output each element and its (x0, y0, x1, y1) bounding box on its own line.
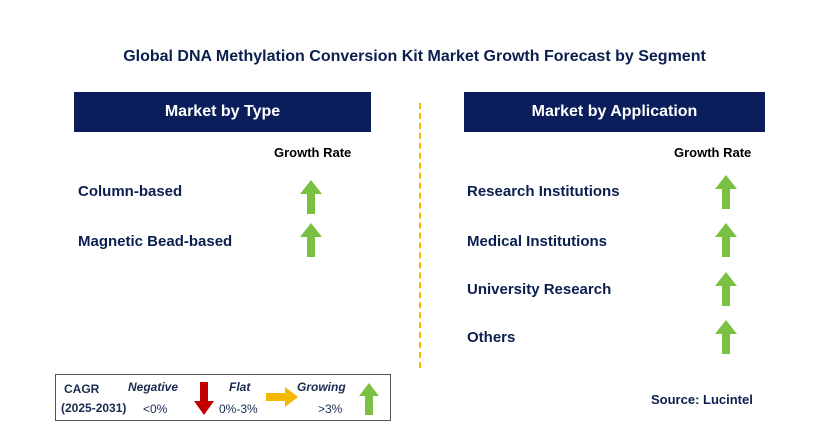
market-by-application-header: Market by Application (464, 92, 765, 132)
growing-arrow-icon (300, 223, 322, 257)
legend-negative-label: Negative (128, 380, 179, 394)
growing-arrow-icon (715, 175, 737, 209)
legend-growing-range: >3% (318, 402, 343, 416)
legend-growing-label: Growing (297, 380, 346, 394)
source-label: Source: Lucintel (651, 392, 753, 407)
flat-arrow-icon (266, 387, 298, 407)
legend-flat-label: Flat (229, 380, 251, 394)
market-by-type-header: Market by Type (74, 92, 371, 132)
panel-divider (419, 103, 421, 368)
application-item-others: Others (467, 329, 516, 346)
type-item-column-based: Column-based (78, 183, 183, 200)
growing-arrow-icon (359, 383, 379, 415)
growing-arrow-icon (715, 223, 737, 257)
left-growth-rate-label: Growth Rate (274, 145, 352, 160)
right-growth-rate-label: Growth Rate (674, 145, 752, 160)
growing-arrow-icon (300, 180, 322, 214)
chart-title: Global DNA Methylation Conversion Kit Ma… (123, 48, 706, 65)
negative-arrow-icon (194, 382, 214, 415)
growing-arrow-icon (715, 272, 737, 306)
legend-negative-range: <0% (143, 402, 168, 416)
application-item-research-institutions: Research Institutions (467, 183, 620, 200)
growing-arrow-icon (715, 320, 737, 354)
legend-period: (2025-2031) (61, 401, 127, 415)
application-item-medical-institutions: Medical Institutions (467, 233, 608, 250)
legend-flat-range: 0%-3% (219, 402, 258, 416)
type-item-magnetic-bead-based: Magnetic Bead-based (78, 233, 233, 250)
application-item-university-research: University Research (467, 281, 612, 298)
legend-cagr-label: CAGR (64, 382, 100, 396)
cagr-legend: CAGR (2025-2031) Negative <0% Flat 0%-3%… (55, 374, 391, 421)
